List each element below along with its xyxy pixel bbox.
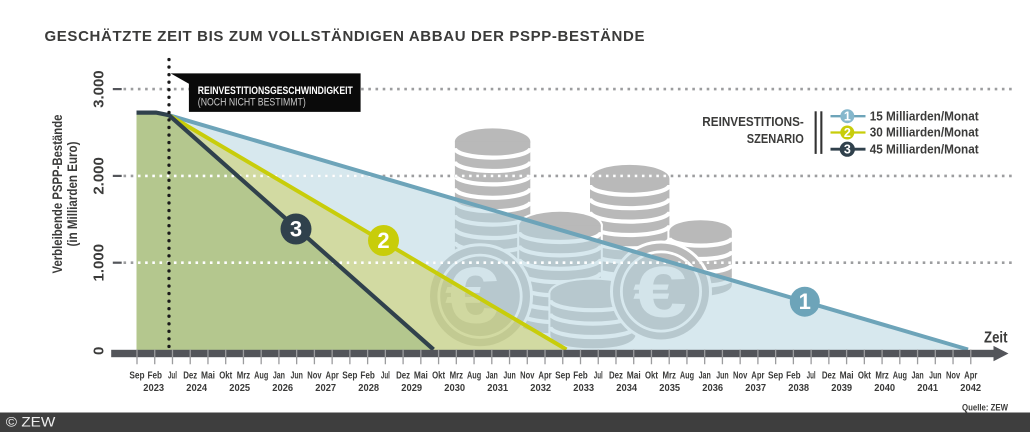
svg-text:Sep: Sep bbox=[342, 370, 357, 381]
svg-text:Mrz: Mrz bbox=[450, 370, 464, 381]
svg-text:Dez: Dez bbox=[183, 370, 197, 381]
svg-text:Jun: Jun bbox=[503, 370, 515, 381]
svg-text:2034: 2034 bbox=[616, 383, 637, 394]
svg-text:Apr: Apr bbox=[538, 370, 551, 381]
svg-text:2042: 2042 bbox=[960, 383, 981, 394]
svg-text:2041: 2041 bbox=[917, 383, 938, 394]
svg-text:Sep: Sep bbox=[768, 370, 783, 381]
svg-text:2030: 2030 bbox=[444, 383, 465, 394]
svg-text:Mrz: Mrz bbox=[237, 370, 251, 381]
svg-text:Aug: Aug bbox=[467, 370, 481, 381]
svg-text:3: 3 bbox=[844, 143, 851, 157]
svg-text:Zeit: Zeit bbox=[984, 330, 1008, 347]
svg-text:Jun: Jun bbox=[929, 370, 941, 381]
svg-text:Nov: Nov bbox=[307, 370, 322, 381]
svg-text:Aug: Aug bbox=[254, 370, 268, 381]
svg-text:3: 3 bbox=[290, 217, 302, 242]
svg-text:2039: 2039 bbox=[831, 383, 852, 394]
svg-text:2038: 2038 bbox=[788, 383, 809, 394]
svg-text:Mai: Mai bbox=[627, 370, 641, 381]
svg-text:2029: 2029 bbox=[401, 383, 422, 394]
svg-text:Nov: Nov bbox=[946, 370, 961, 381]
svg-text:Okt: Okt bbox=[645, 370, 659, 381]
svg-text:Feb: Feb bbox=[147, 370, 162, 381]
svg-text:2026: 2026 bbox=[272, 383, 293, 394]
svg-text:Jul: Jul bbox=[594, 370, 603, 381]
svg-text:2033: 2033 bbox=[573, 383, 594, 394]
svg-text:3.000: 3.000 bbox=[90, 70, 107, 108]
svg-text:1.000: 1.000 bbox=[90, 244, 107, 282]
svg-text:Okt: Okt bbox=[858, 370, 872, 381]
svg-text:2: 2 bbox=[377, 228, 389, 253]
svg-text:2025: 2025 bbox=[229, 383, 250, 394]
svg-text:Jan: Jan bbox=[911, 370, 923, 381]
svg-text:Verbleibende PSPP-Bestände: Verbleibende PSPP-Bestände bbox=[49, 114, 65, 273]
svg-text:(in Milliarden Euro): (in Milliarden Euro) bbox=[64, 142, 80, 247]
svg-text:30 Milliarden/Monat: 30 Milliarden/Monat bbox=[870, 125, 980, 140]
svg-text:© ZEW: © ZEW bbox=[6, 414, 56, 430]
svg-text:1: 1 bbox=[844, 110, 851, 124]
svg-text:Mrz: Mrz bbox=[662, 370, 676, 381]
svg-text:Jan: Jan bbox=[273, 370, 285, 381]
svg-text:Sep: Sep bbox=[555, 370, 570, 381]
svg-text:2027: 2027 bbox=[315, 383, 336, 394]
svg-text:Apr: Apr bbox=[751, 370, 764, 381]
svg-text:45 Milliarden/Monat: 45 Milliarden/Monat bbox=[870, 141, 980, 156]
svg-text:Dez: Dez bbox=[609, 370, 623, 381]
svg-text:2036: 2036 bbox=[702, 383, 723, 394]
svg-text:Aug: Aug bbox=[680, 370, 694, 381]
svg-text:Dez: Dez bbox=[396, 370, 410, 381]
svg-text:Jun: Jun bbox=[716, 370, 728, 381]
svg-text:2037: 2037 bbox=[745, 383, 766, 394]
svg-text:Apr: Apr bbox=[326, 370, 339, 381]
svg-text:Feb: Feb bbox=[786, 370, 801, 381]
svg-text:Apr: Apr bbox=[964, 370, 977, 381]
svg-text:Nov: Nov bbox=[520, 370, 535, 381]
svg-text:Quelle: ZEW: Quelle: ZEW bbox=[962, 402, 1009, 413]
svg-text:2.000: 2.000 bbox=[90, 157, 107, 195]
svg-text:15 Milliarden/Monat: 15 Milliarden/Monat bbox=[870, 108, 980, 123]
svg-text:0: 0 bbox=[90, 347, 107, 355]
svg-text:2: 2 bbox=[844, 126, 851, 140]
svg-text:2023: 2023 bbox=[143, 383, 164, 394]
svg-text:Jun: Jun bbox=[290, 370, 302, 381]
svg-text:Mai: Mai bbox=[840, 370, 854, 381]
svg-text:2028: 2028 bbox=[358, 383, 379, 394]
svg-text:Jul: Jul bbox=[381, 370, 390, 381]
svg-text:Mai: Mai bbox=[201, 370, 215, 381]
svg-text:REINVESTITIONSGESCHWINDIGKEIT: REINVESTITIONSGESCHWINDIGKEIT bbox=[198, 85, 353, 97]
svg-text:GESCHÄTZTE ZEIT BIS ZUM VOLLST: GESCHÄTZTE ZEIT BIS ZUM VOLLSTÄNDIGEN AB… bbox=[45, 28, 645, 45]
svg-text:SZENARIO: SZENARIO bbox=[747, 131, 804, 146]
svg-text:(NOCH NICHT BESTIMMT): (NOCH NICHT BESTIMMT) bbox=[198, 97, 306, 109]
svg-text:Nov: Nov bbox=[733, 370, 748, 381]
svg-text:Jul: Jul bbox=[807, 370, 816, 381]
svg-text:2035: 2035 bbox=[659, 383, 680, 394]
svg-text:Okt: Okt bbox=[219, 370, 233, 381]
svg-text:Aug: Aug bbox=[893, 370, 907, 381]
svg-text:1: 1 bbox=[799, 289, 811, 314]
svg-text:Sep: Sep bbox=[129, 370, 144, 381]
svg-text:Okt: Okt bbox=[432, 370, 446, 381]
svg-text:Mai: Mai bbox=[414, 370, 428, 381]
svg-text:Jan: Jan bbox=[699, 370, 711, 381]
svg-text:Feb: Feb bbox=[360, 370, 375, 381]
svg-text:Feb: Feb bbox=[573, 370, 588, 381]
svg-text:REINVESTITIONS-: REINVESTITIONS- bbox=[702, 114, 804, 129]
svg-text:Mrz: Mrz bbox=[875, 370, 889, 381]
svg-text:Jan: Jan bbox=[486, 370, 498, 381]
svg-text:Dez: Dez bbox=[822, 370, 836, 381]
svg-text:Jul: Jul bbox=[168, 370, 177, 381]
svg-text:2040: 2040 bbox=[874, 383, 895, 394]
svg-text:2031: 2031 bbox=[487, 383, 508, 394]
svg-text:2024: 2024 bbox=[186, 383, 207, 394]
svg-text:2032: 2032 bbox=[530, 383, 551, 394]
